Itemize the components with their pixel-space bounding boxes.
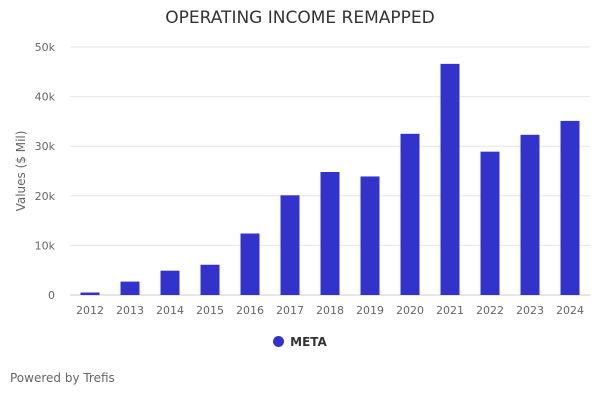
x-tick-label: 2018	[316, 304, 344, 317]
bar-chart: 0 10k 20k 30k 40k 50k Values ($ Mil) 2012 2013 20…	[14, 41, 590, 317]
x-tick-label: 2017	[276, 304, 304, 317]
x-tick-label: 2013	[116, 304, 144, 317]
x-tick-label: 2020	[396, 304, 424, 317]
bar-2017	[280, 195, 300, 295]
y-tick-label: 10k	[35, 239, 56, 252]
x-tick-label: 2023	[516, 304, 544, 317]
legend[interactable]: META	[0, 335, 600, 349]
y-tick-label: 50k	[35, 41, 56, 54]
x-tick-label: 2021	[436, 304, 464, 317]
bar-2022	[480, 151, 500, 295]
powered-by-credit[interactable]: Powered by Trefis	[10, 371, 115, 385]
bar-2020	[400, 133, 420, 295]
x-tick-label: 2014	[156, 304, 184, 317]
y-tick-label: 30k	[35, 140, 56, 153]
x-tick-label: 2024	[556, 304, 584, 317]
legend-label: META	[290, 335, 327, 349]
y-tick-label: 40k	[35, 91, 56, 104]
bar-2023	[520, 134, 540, 295]
bar-2012	[80, 292, 100, 295]
y-axis-label: Values ($ Mil)	[14, 131, 28, 212]
x-tick-label: 2022	[476, 304, 504, 317]
bar-2014	[160, 270, 180, 295]
y-tick-label: 0	[48, 289, 55, 302]
chart-title: OPERATING INCOME REMAPPED	[165, 8, 435, 28]
bar-2016	[240, 233, 260, 295]
bar-2021	[440, 63, 460, 295]
bar-2015	[200, 264, 220, 295]
x-tick-label: 2015	[196, 304, 224, 317]
bar-2013	[120, 281, 140, 295]
bar-2018	[320, 171, 340, 295]
x-tick-label: 2012	[76, 304, 104, 317]
bar-2019	[360, 176, 380, 295]
x-tick-label: 2019	[356, 304, 384, 317]
legend-marker	[273, 336, 285, 347]
bar-2024	[560, 120, 580, 296]
x-tick-label: 2016	[236, 304, 264, 317]
y-tick-label: 20k	[35, 190, 56, 203]
